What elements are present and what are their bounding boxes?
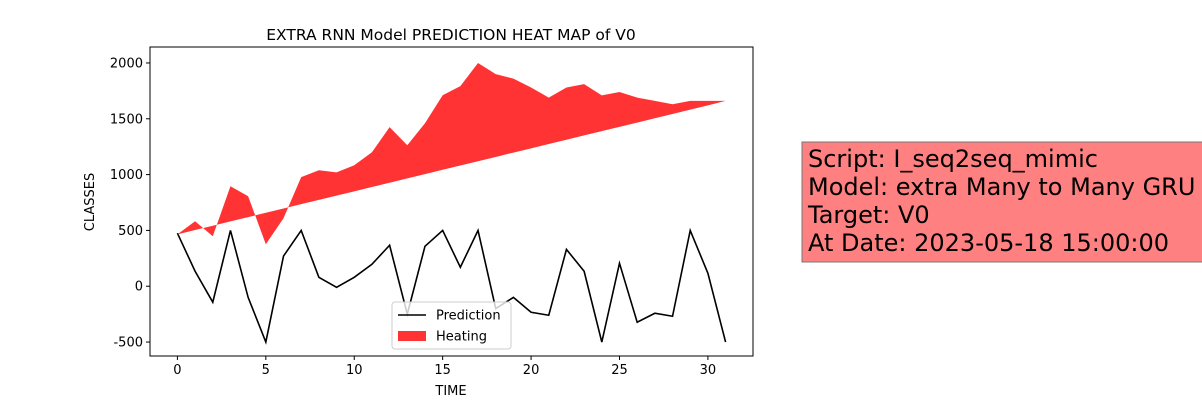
info-line: At Date: 2023-05-18 15:00:00 bbox=[808, 229, 1169, 257]
heating-area bbox=[177, 62, 726, 245]
x-tick-label: 30 bbox=[700, 363, 717, 378]
y-tick-label: -500 bbox=[113, 336, 143, 351]
x-tick-label: 25 bbox=[611, 363, 628, 378]
x-tick-label: 10 bbox=[346, 363, 363, 378]
y-tick-label: 0 bbox=[135, 280, 143, 295]
info-line: Script: I_seq2seq_mimic bbox=[808, 145, 1098, 173]
legend-swatch bbox=[398, 331, 426, 341]
x-tick-label: 15 bbox=[434, 363, 451, 378]
y-tick-label: 2000 bbox=[110, 56, 143, 71]
info-box bbox=[801, 141, 1202, 263]
x-tick-label: 20 bbox=[523, 363, 540, 378]
legend-label: Prediction bbox=[436, 309, 501, 324]
x-tick-label: 5 bbox=[262, 363, 270, 378]
prediction-line bbox=[176, 227, 727, 345]
y-axis-label: CLASSES bbox=[83, 173, 98, 231]
info-line: Model: extra Many to Many GRU bbox=[808, 173, 1195, 201]
info-line: Target: V0 bbox=[807, 201, 930, 229]
y-tick-label: 1000 bbox=[110, 168, 143, 183]
x-tick-label: 0 bbox=[173, 363, 181, 378]
legend-label: Heating bbox=[436, 330, 487, 345]
y-tick-label: 1500 bbox=[110, 112, 143, 127]
chart-title: EXTRA RNN Model PREDICTION HEAT MAP of V… bbox=[266, 26, 635, 44]
y-tick-label: 500 bbox=[118, 224, 143, 239]
plot-frame bbox=[149, 46, 754, 357]
x-axis-label: TIME bbox=[434, 384, 466, 399]
